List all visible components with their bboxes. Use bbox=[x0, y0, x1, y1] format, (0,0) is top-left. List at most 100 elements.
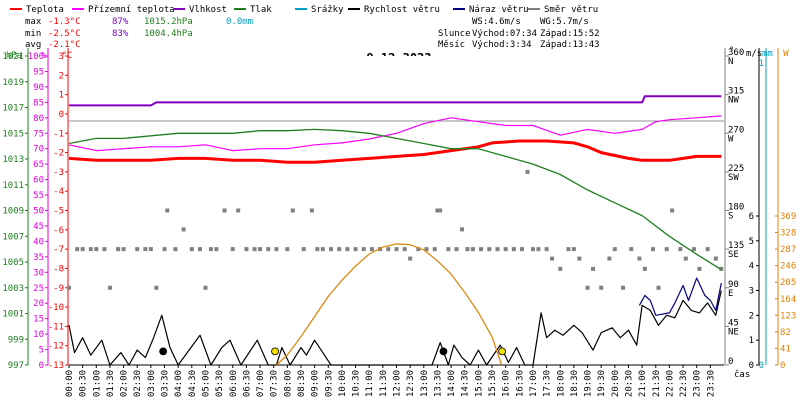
legend-label: Srážky bbox=[311, 5, 344, 15]
wind-direction-point bbox=[162, 247, 167, 252]
wind-direction-point bbox=[402, 247, 407, 252]
tick-label: 369 bbox=[780, 212, 796, 222]
stat-max-press: 1015.2hPa bbox=[144, 17, 193, 27]
wind-direction-point bbox=[536, 247, 541, 252]
wind-direction-point bbox=[550, 256, 555, 261]
x-tick-label: 02:30 bbox=[133, 370, 143, 397]
tick-label: S bbox=[728, 212, 733, 222]
x-tick-label: 22:00 bbox=[665, 370, 675, 397]
axes: hPa9979991001100310051007100910111013101… bbox=[2, 46, 796, 371]
wind-direction-point bbox=[479, 247, 484, 252]
event-marker bbox=[159, 347, 168, 356]
wind-direction-point bbox=[301, 247, 306, 252]
series-line bbox=[68, 290, 722, 366]
wind-direction-point bbox=[266, 247, 271, 252]
wind-direction-point bbox=[465, 247, 470, 252]
tick-label: 0 bbox=[39, 361, 44, 371]
tick-label: 100 bbox=[28, 52, 44, 62]
series-line bbox=[275, 243, 503, 366]
tick-label: 360 bbox=[728, 48, 744, 58]
tick-label: 5 bbox=[39, 346, 44, 356]
tick-label: W bbox=[728, 134, 734, 144]
moon-rise: Východ:3:34 bbox=[472, 40, 532, 50]
wind-direction-point bbox=[258, 247, 263, 252]
x-tick-label: 01:30 bbox=[106, 370, 116, 397]
tick-label: 70 bbox=[33, 145, 44, 155]
wind-direction-point bbox=[612, 247, 617, 252]
wind-direction-point bbox=[705, 247, 710, 252]
tick-label: -11 bbox=[48, 322, 64, 332]
tick-label: 123 bbox=[780, 311, 796, 321]
wind-direction-point bbox=[607, 256, 612, 261]
tick-label: 1009 bbox=[2, 207, 24, 217]
tick-label: 0 bbox=[59, 110, 64, 120]
wind-direction-point bbox=[290, 208, 295, 213]
tick-label: 4 bbox=[749, 262, 754, 272]
tick-label: NW bbox=[728, 96, 739, 106]
tick-label: 1015 bbox=[2, 129, 24, 139]
wind-direction-point bbox=[329, 247, 333, 252]
series-line bbox=[638, 277, 722, 316]
x-tick-label: 20:00 bbox=[611, 370, 621, 397]
wind-direction-point bbox=[67, 285, 71, 290]
stat-max-temp: -1.3°C bbox=[48, 17, 81, 27]
tick-label: 180 bbox=[728, 203, 744, 213]
x-tick-label: 04:00 bbox=[174, 370, 184, 397]
wind-direction-point bbox=[642, 266, 647, 271]
x-tick-label: 09:00 bbox=[311, 370, 321, 397]
stat-min-label: min bbox=[25, 29, 41, 39]
tick-label: 2 bbox=[749, 311, 754, 321]
wind-direction-point bbox=[143, 247, 148, 252]
x-tick-label: 23:00 bbox=[693, 370, 703, 397]
tick-label: -3 bbox=[53, 168, 64, 178]
wind-direction-point bbox=[656, 285, 661, 290]
tick-label: -12 bbox=[48, 342, 64, 352]
stat-min-hum: 83% bbox=[112, 29, 129, 39]
wind-direction-point bbox=[315, 247, 320, 252]
wind-direction-point bbox=[88, 247, 93, 252]
sun-label: Slunce bbox=[438, 29, 471, 39]
tick-label: 41 bbox=[780, 344, 791, 354]
tick-label: 1001 bbox=[2, 310, 24, 320]
wind-direction-point bbox=[285, 247, 290, 252]
wind-direction-point bbox=[571, 247, 576, 252]
plot-area bbox=[69, 56, 724, 365]
x-tick-label: 03:00 bbox=[147, 370, 157, 397]
x-tick-label: 15:00 bbox=[474, 370, 484, 397]
x-tick-label: 22:30 bbox=[679, 370, 689, 397]
wind-direction-point bbox=[222, 208, 227, 213]
wind-direction-point bbox=[487, 247, 492, 252]
tick-label: 10 bbox=[33, 330, 44, 340]
wind-direction-point bbox=[446, 247, 451, 252]
wind-direction-point bbox=[165, 208, 170, 213]
wind-direction-point bbox=[75, 247, 80, 252]
x-axis: 00:00 00:30 01:00 01:30 02:00 02:30 03:00 03:30… bbox=[65, 364, 724, 397]
x-tick-label: 21:30 bbox=[652, 370, 662, 397]
series-line bbox=[69, 95, 722, 107]
wind-direction-point bbox=[181, 227, 186, 232]
wind-direction-point bbox=[94, 247, 99, 252]
wind-direction-point bbox=[337, 247, 342, 252]
event-marker bbox=[271, 347, 279, 356]
wind-direction-point bbox=[577, 256, 582, 261]
legend-label: Teplota bbox=[26, 5, 64, 15]
x-tick-label: 11:30 bbox=[379, 370, 389, 397]
series-line bbox=[68, 139, 722, 164]
tick-label: 135 bbox=[728, 241, 744, 251]
markers bbox=[159, 347, 507, 356]
tick-label: 1 bbox=[59, 91, 64, 101]
wind-direction-point bbox=[252, 247, 257, 252]
wind-direction-point bbox=[148, 247, 153, 252]
x-tick-label: 06:00 bbox=[229, 370, 239, 397]
tick-label: 45 bbox=[728, 318, 739, 328]
wind-direction-point bbox=[244, 247, 249, 252]
wind-direction-point bbox=[135, 247, 140, 252]
series-line bbox=[68, 115, 722, 152]
wind-direction-point bbox=[369, 247, 374, 252]
tick-label: 315 bbox=[728, 87, 744, 97]
wind-direction-point bbox=[236, 208, 241, 213]
tick-label: 287 bbox=[780, 245, 796, 255]
x-tick-label: 23:30 bbox=[706, 370, 716, 397]
legend-label: Náraz větru bbox=[469, 5, 529, 15]
